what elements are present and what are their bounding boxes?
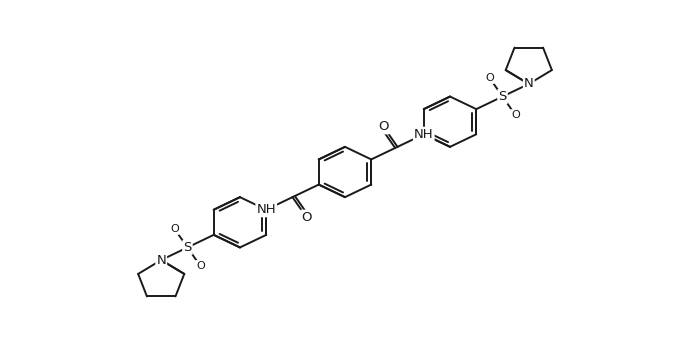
Text: S: S — [498, 90, 506, 103]
Text: O: O — [196, 261, 205, 271]
Text: NH: NH — [257, 203, 276, 216]
Text: O: O — [170, 224, 179, 234]
Text: O: O — [301, 211, 312, 224]
Text: O: O — [378, 120, 389, 133]
Text: N: N — [157, 254, 166, 267]
Text: NH: NH — [414, 128, 433, 141]
Text: O: O — [485, 73, 494, 83]
Text: N: N — [524, 77, 533, 90]
Text: S: S — [184, 241, 192, 254]
Text: O: O — [511, 110, 520, 120]
